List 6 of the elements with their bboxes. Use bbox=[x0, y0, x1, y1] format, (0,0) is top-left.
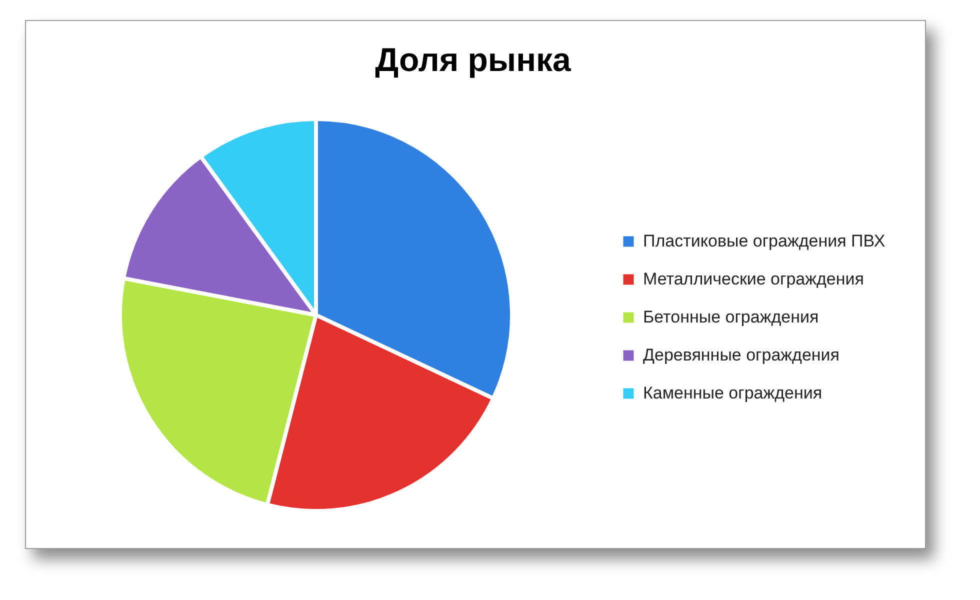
legend-label: Металлические ограждения bbox=[643, 270, 864, 288]
chart-title: Доля рынка bbox=[375, 41, 572, 78]
legend-label: Бетонные ограждения bbox=[643, 308, 819, 326]
legend-label: Каменные ограждения bbox=[643, 384, 822, 402]
legend-label: Пластиковые ограждения ПВХ bbox=[643, 232, 886, 250]
legend-label: Деревянные ограждения bbox=[643, 346, 840, 364]
